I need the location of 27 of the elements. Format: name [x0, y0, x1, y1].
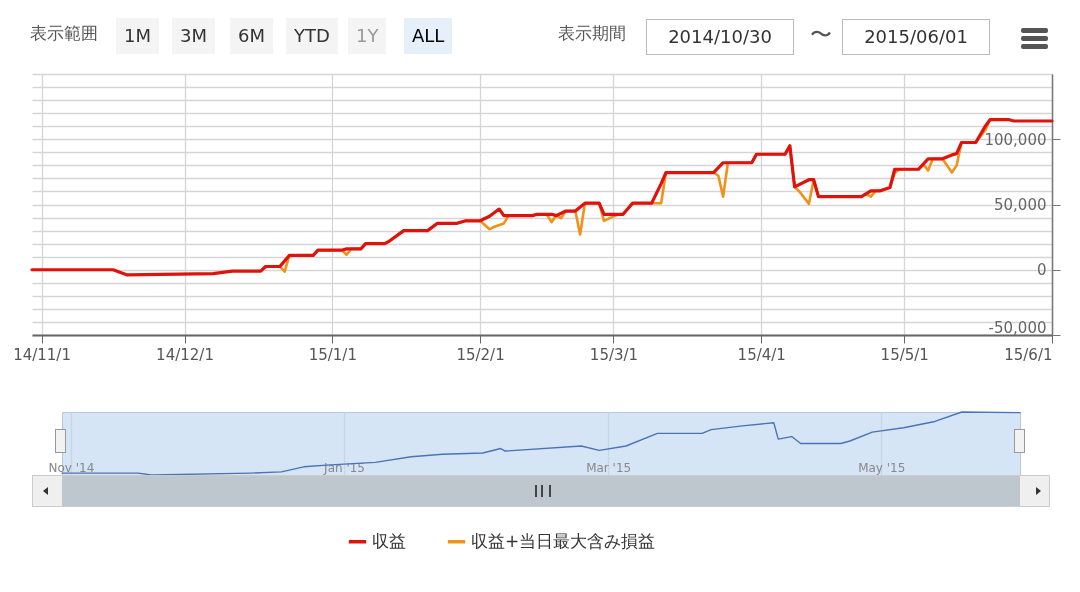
x-tick-label: 15/6/1 — [1004, 345, 1053, 364]
x-tick-label: 14/12/1 — [156, 345, 214, 364]
x-tick-label: 15/3/1 — [589, 345, 639, 364]
x-tick-label: 15/1/1 — [308, 345, 357, 364]
text: ALL — [404, 18, 453, 54]
x-tick-label: 15/2/1 — [456, 345, 505, 364]
text: 2015/06/01 — [842, 19, 990, 55]
text: YTD — [286, 18, 338, 54]
y-tick-label: 0 — [1036, 261, 1047, 280]
text: 2014/10/30 — [646, 19, 794, 55]
x-tick-label: Mar '15 — [586, 460, 632, 475]
y-tick-label: 100,000 — [984, 130, 1047, 149]
x-tick-label: 14/11/1 — [13, 345, 71, 364]
y-tick-label: -50,000 — [988, 318, 1047, 337]
text: 6M — [230, 18, 273, 54]
x-tick-label: 15/5/1 — [880, 345, 929, 364]
x-tick-label: May '15 — [858, 460, 906, 475]
text: 〜 — [810, 21, 832, 49]
legend-label: 収益+当日最大含み損益 — [471, 530, 656, 551]
text: 表示範囲 — [30, 22, 98, 45]
y-tick-label: 50,000 — [994, 196, 1047, 214]
text: 1Y — [348, 18, 387, 54]
text: 3M — [172, 18, 215, 54]
legend-label: 収益 — [372, 530, 406, 551]
text: 1M — [116, 18, 159, 54]
x-tick-label: 15/4/1 — [737, 345, 786, 364]
text: 表示期間 — [558, 22, 626, 45]
